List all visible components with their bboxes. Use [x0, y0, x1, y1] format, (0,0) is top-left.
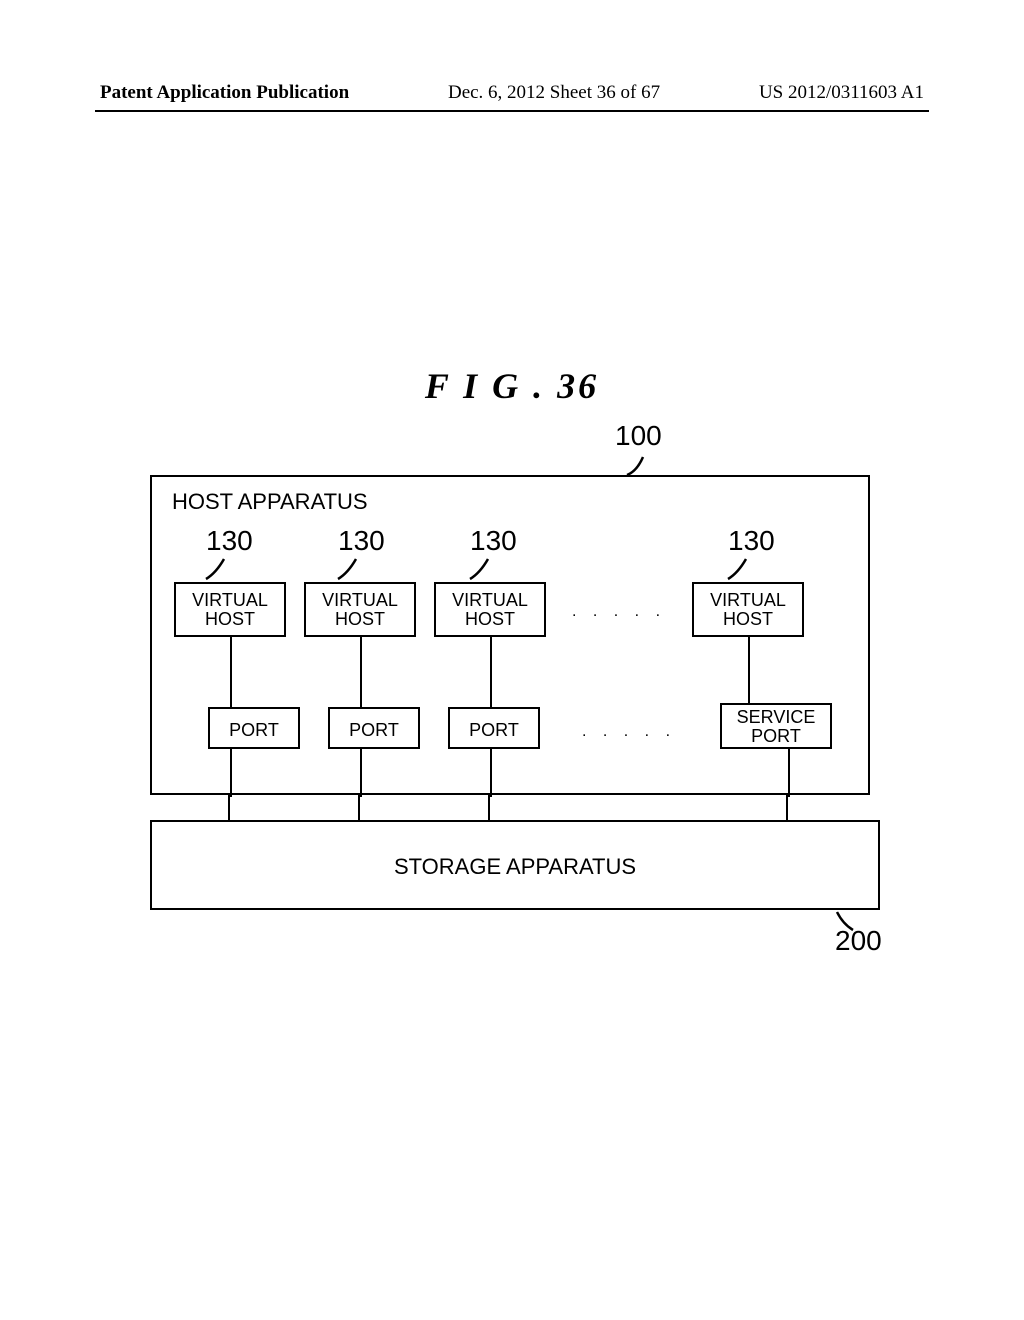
connector-line — [786, 795, 788, 820]
vhost-label-top: VIRTUAL — [322, 590, 398, 610]
vhost-label-bottom: HOST — [723, 609, 773, 629]
vhost-label-top: VIRTUAL — [452, 590, 528, 610]
connector-line — [490, 749, 492, 797]
virtual-host-box: VIRTUALHOST — [692, 582, 804, 637]
port-box: PORT — [208, 707, 300, 749]
vhost-label-top: VIRTUAL — [710, 590, 786, 610]
connector-line — [788, 749, 790, 797]
lead-arc-icon — [466, 557, 492, 583]
vhost-label-top: VIRTUAL — [192, 590, 268, 610]
host-apparatus-label: HOST APPARATUS — [172, 489, 368, 515]
service-port-top: SERVICE — [737, 707, 816, 727]
port-box: PORT — [328, 707, 420, 749]
ref-label-130: 130 — [338, 525, 385, 557]
connector-line — [230, 749, 232, 797]
ref-label-130: 130 — [728, 525, 775, 557]
ref-label-130: 130 — [206, 525, 253, 557]
ref-label-200: 200 — [835, 925, 882, 957]
connector-line — [360, 749, 362, 797]
storage-apparatus-label: STORAGE APPARATUS — [394, 854, 636, 879]
header-left: Patent Application Publication — [100, 82, 349, 104]
connector-line — [748, 637, 750, 703]
vhost-label-bottom: HOST — [465, 609, 515, 629]
vhost-label-bottom: HOST — [335, 609, 385, 629]
header-center: Dec. 6, 2012 Sheet 36 of 67 — [448, 82, 660, 104]
connector-line — [358, 795, 360, 820]
port-box: PORT — [448, 707, 540, 749]
header-right: US 2012/0311603 A1 — [759, 82, 924, 104]
diagram-area: 100 HOST APPARATUS 130 130 130 130 VIRTU… — [145, 420, 885, 960]
service-port-bottom: PORT — [751, 726, 801, 746]
virtual-host-box: VIRTUALHOST — [434, 582, 546, 637]
connector-line — [360, 637, 362, 707]
ref-label-100: 100 — [615, 420, 662, 452]
figure-title: F I G . 36 — [0, 365, 1024, 407]
ref-label-130: 130 — [470, 525, 517, 557]
virtual-host-box: VIRTUALHOST — [174, 582, 286, 637]
storage-apparatus-box: STORAGE APPARATUS — [150, 820, 880, 910]
connector-line — [490, 637, 492, 707]
lead-arc-icon — [334, 557, 360, 583]
lead-line-100-icon — [625, 455, 647, 477]
lead-arc-icon — [202, 557, 228, 583]
page-header: Patent Application Publication Dec. 6, 2… — [100, 82, 924, 104]
virtual-host-box: VIRTUALHOST — [304, 582, 416, 637]
connector-line — [488, 795, 490, 820]
host-apparatus-box: HOST APPARATUS 130 130 130 130 VIRTUALHO… — [150, 475, 870, 795]
header-divider — [95, 110, 929, 112]
lead-arc-icon — [724, 557, 750, 583]
ellipsis-dots: . . . . . — [582, 723, 676, 741]
connector-line — [228, 795, 230, 820]
vhost-label-bottom: HOST — [205, 609, 255, 629]
service-port-box: SERVICEPORT — [720, 703, 832, 749]
connector-line — [230, 637, 232, 707]
ellipsis-dots: . . . . . — [572, 603, 666, 621]
